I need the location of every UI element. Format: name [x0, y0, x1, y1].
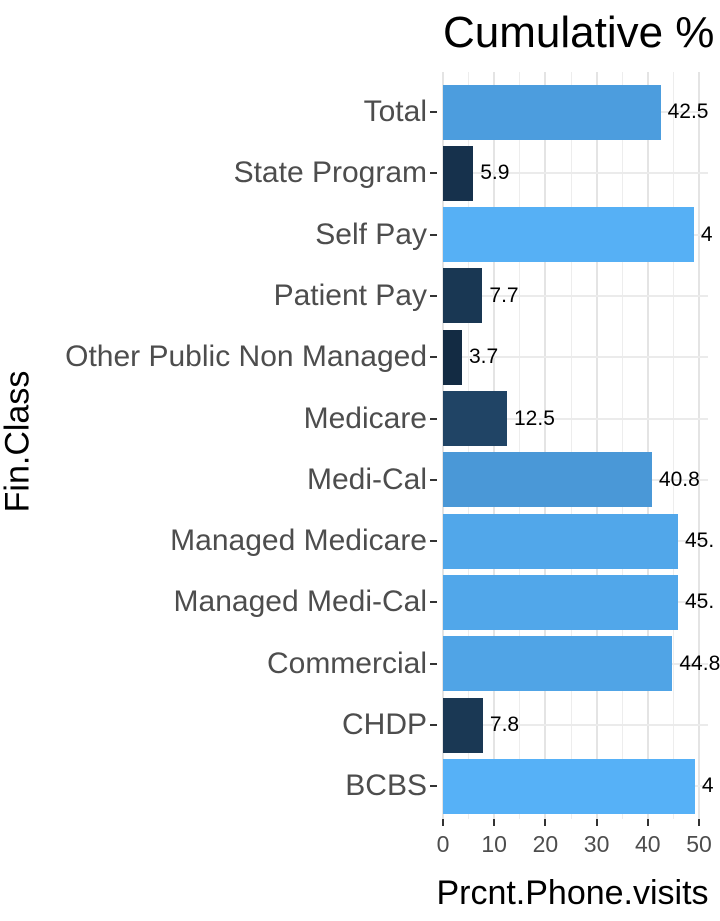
- category-label-commercial: Commercial: [266, 646, 427, 680]
- y-axis-tick: [430, 662, 437, 665]
- bar-other-public-non-managed: [443, 329, 462, 385]
- minor-gridline: [519, 72, 521, 819]
- major-gridline: [698, 72, 700, 819]
- x-tick-label: 0: [436, 831, 450, 857]
- x-tick-label: 50: [686, 831, 712, 857]
- x-axis-tick: [698, 819, 700, 826]
- y-axis-tick: [430, 294, 437, 297]
- y-axis-tick: [430, 172, 437, 175]
- bar-commercial: [443, 636, 673, 692]
- value-label-medicare: 12.5: [514, 406, 555, 430]
- x-tick-label: 20: [532, 831, 559, 857]
- category-label-self-pay: Self Pay: [315, 217, 427, 251]
- x-axis-tick: [493, 819, 496, 826]
- category-label-total: Total: [363, 95, 427, 128]
- bar-chdp: [443, 697, 483, 753]
- value-label-commercial: 44.8: [679, 651, 720, 675]
- value-label-chdp: 7.8: [489, 713, 520, 736]
- x-axis-tick: [595, 819, 598, 826]
- value-label-state-program: 5.9: [480, 161, 510, 185]
- bar-medicare: [443, 391, 507, 446]
- x-axis-tick: [646, 819, 649, 826]
- y-axis-tick: [430, 724, 437, 726]
- bar-managed-medicare: [443, 513, 678, 569]
- chart-title: Cumulative %: [443, 8, 715, 57]
- row-gridline: [443, 294, 708, 297]
- x-tick-label: 10: [481, 831, 507, 857]
- y-axis-tick: [430, 356, 437, 359]
- y-axis-tick: [430, 111, 437, 113]
- bar-patient-pay: [443, 268, 483, 324]
- bar-bcbs: [443, 758, 695, 814]
- value-label-total: 42.5: [667, 100, 709, 123]
- category-label-state-program: State Program: [233, 156, 427, 190]
- value-label-bcbs: 4: [701, 774, 714, 798]
- bar-managed-medi-cal: [443, 574, 678, 630]
- x-axis-tick: [442, 819, 444, 826]
- y-axis-tick: [430, 540, 437, 543]
- value-label-self-pay: 4: [700, 222, 713, 246]
- y-axis-tick: [430, 417, 437, 420]
- category-label-patient-pay: Patient Pay: [273, 278, 427, 312]
- major-gridline: [544, 72, 547, 819]
- y-axis-tick: [430, 785, 437, 788]
- value-label-medi-cal: 40.8: [658, 467, 700, 491]
- row-gridline: [443, 172, 708, 175]
- y-axis-tick: [430, 233, 437, 236]
- major-gridline: [595, 72, 598, 819]
- y-axis-tick: [430, 601, 437, 604]
- row-gridline: [443, 417, 708, 420]
- minor-gridline: [570, 72, 572, 819]
- value-label-managed-medicare: 45.: [685, 529, 715, 553]
- bar-total: [443, 84, 661, 140]
- minor-gridline: [621, 72, 623, 819]
- x-axis-tick: [544, 819, 547, 826]
- value-label-patient-pay: 7.7: [489, 283, 519, 307]
- row-gridline: [443, 356, 708, 359]
- x-tick-label: 40: [635, 831, 661, 857]
- category-label-medicare: Medicare: [303, 401, 427, 435]
- category-label-other-public-non-managed: Other Public Non Managed: [65, 340, 427, 374]
- category-label-managed-medi-cal: Managed Medi-Cal: [173, 585, 427, 619]
- category-label-managed-medicare: Managed Medicare: [170, 524, 427, 558]
- bar-self-pay: [443, 207, 694, 263]
- category-label-bcbs: BCBS: [345, 769, 427, 803]
- bar-state-program: [443, 145, 474, 201]
- value-label-managed-medi-cal: 45.: [685, 590, 715, 614]
- x-axis-title: Prcnt.Phone.visits: [436, 874, 709, 912]
- x-tick-label: 30: [583, 831, 610, 857]
- category-label-chdp: CHDP: [341, 708, 427, 741]
- row-gridline: [443, 724, 708, 726]
- minor-gridline: [672, 72, 674, 819]
- bar-medi-cal: [443, 452, 652, 508]
- value-label-other-public-non-managed: 3.7: [468, 345, 499, 369]
- y-axis-tick: [430, 478, 437, 481]
- category-label-medi-cal: Medi-Cal: [306, 462, 427, 496]
- major-gridline: [646, 72, 649, 819]
